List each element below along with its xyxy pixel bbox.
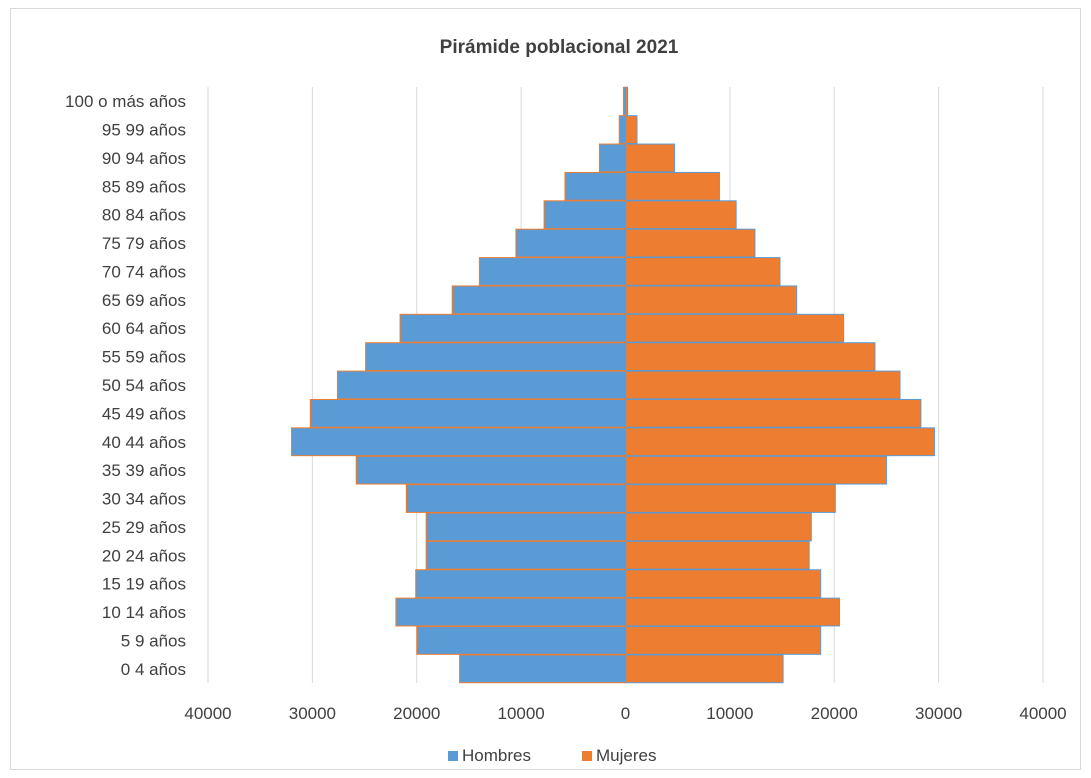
x-tick-label: 10000 [706, 704, 753, 723]
y-tick-label: 30 34 años [102, 490, 186, 509]
x-tick-label: 0 [621, 704, 630, 723]
bar-mujeres [625, 540, 810, 570]
y-tick-label: 85 89 años [102, 177, 186, 196]
legend: Hombres Mujeres [448, 746, 656, 765]
bar-hombres [478, 257, 626, 286]
y-tick-label: 20 24 años [102, 546, 186, 565]
bar-mujeres [625, 86, 629, 116]
bar-hombres [405, 484, 626, 513]
x-tick-label: 40000 [1019, 704, 1066, 723]
bar-hombres [395, 597, 626, 627]
bar-hombres [564, 171, 627, 201]
bar-mujeres [625, 626, 822, 655]
legend-label: Mujeres [596, 746, 656, 765]
bar-hombres [598, 143, 626, 173]
legend-swatch [582, 751, 592, 761]
bar-mujeres [625, 398, 922, 428]
bar-hombres [355, 455, 626, 485]
bar-mujeres [625, 455, 887, 485]
y-tick-label: 95 99 años [102, 121, 186, 140]
bar-hombres [618, 115, 626, 144]
y-axis-labels: 0 4 años 5 9 años 10 14 años 15 19 años 20 2… [65, 92, 186, 679]
y-tick-label: 55 59 años [102, 348, 186, 367]
x-axis-labels: 40000 30000 20000 10000 0 10000 20000 30000 4000… [184, 704, 1066, 723]
y-tick-label: 0 4 años [121, 660, 186, 679]
bar-hombres [291, 427, 626, 457]
bar-mujeres [625, 313, 845, 343]
y-tick-label: 100 o más años [65, 92, 186, 111]
bar-mujeres [625, 569, 822, 599]
y-tick-label: 80 84 años [102, 206, 186, 225]
legend-label: Hombres [462, 746, 531, 765]
bar-hombres [365, 342, 626, 372]
bar-hombres [515, 228, 626, 258]
bar-hombres [415, 569, 626, 599]
y-tick-label: 45 49 años [102, 404, 186, 423]
bars [291, 86, 935, 684]
bar-mujeres [625, 257, 781, 286]
y-tick-label: 75 79 años [102, 234, 186, 253]
y-tick-label: 35 39 años [102, 461, 186, 480]
bar-hombres [425, 540, 626, 570]
bar-hombres [543, 200, 627, 230]
x-tick-label: 30000 [289, 704, 336, 723]
bar-hombres [451, 285, 626, 315]
bar-mujeres [625, 228, 756, 258]
y-tick-label: 65 69 años [102, 291, 186, 310]
x-tick-label: 20000 [811, 704, 858, 723]
bar-hombres [425, 512, 626, 542]
bar-mujeres [625, 285, 798, 315]
y-tick-label: 25 29 años [102, 518, 186, 537]
bar-mujeres [625, 370, 901, 400]
chart-title: Pirámide poblacional 2021 [440, 37, 679, 58]
y-tick-label: 70 74 años [102, 262, 186, 281]
bar-hombres [336, 370, 626, 400]
bar-mujeres [625, 484, 836, 513]
legend-swatch [448, 751, 458, 761]
y-tick-label: 15 19 años [102, 575, 186, 594]
bar-hombres [416, 626, 626, 655]
y-tick-label: 90 94 años [102, 149, 186, 168]
x-tick-label: 10000 [497, 704, 544, 723]
y-tick-label: 10 14 años [102, 603, 186, 622]
bar-mujeres [625, 115, 638, 144]
bar-mujeres [625, 512, 812, 542]
y-tick-label: 60 64 años [102, 319, 186, 338]
bar-mujeres [625, 597, 840, 627]
bar-hombres [459, 654, 627, 684]
bar-mujeres [625, 654, 784, 684]
bar-mujeres [625, 200, 737, 230]
bar-mujeres [625, 342, 876, 372]
bar-hombres [309, 398, 626, 428]
bar-mujeres [625, 143, 676, 173]
x-tick-label: 30000 [915, 704, 962, 723]
y-tick-label: 40 44 años [102, 433, 186, 452]
bar-mujeres [625, 427, 935, 457]
x-tick-label: 40000 [184, 704, 231, 723]
y-tick-label: 5 9 años [121, 631, 186, 650]
x-tick-label: 20000 [393, 704, 440, 723]
y-tick-label: 50 54 años [102, 376, 186, 395]
bar-hombres [399, 313, 626, 343]
bar-mujeres [625, 171, 720, 201]
